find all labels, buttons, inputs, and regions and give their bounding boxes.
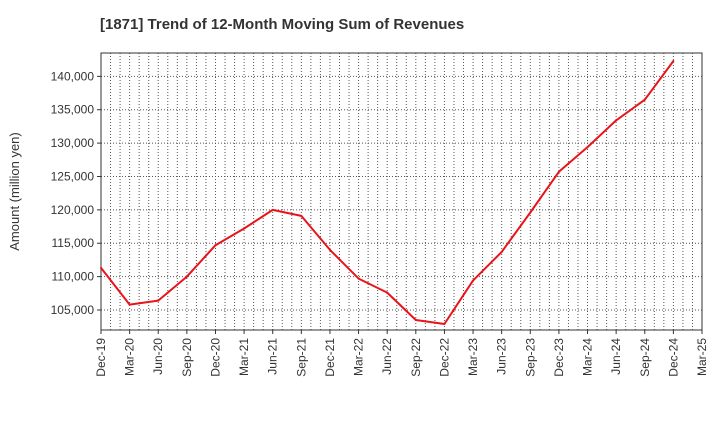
x-tick-label: Sep-21 — [294, 338, 308, 377]
x-tick-label: Dec-24 — [666, 338, 680, 377]
plot-frame — [100, 52, 703, 331]
x-tick-label: Dec-20 — [208, 338, 222, 377]
y-axis-title: Amount (million yen) — [7, 132, 22, 251]
x-tick-label: Mar-21 — [237, 338, 251, 376]
data-point — [271, 208, 274, 211]
data-point — [529, 211, 532, 214]
data-point — [100, 266, 102, 269]
data-point — [185, 275, 188, 278]
x-tick-label: Dec-23 — [552, 338, 566, 377]
y-tick-label: 115,000 — [52, 236, 95, 250]
x-tick-label: Mar-24 — [581, 338, 595, 376]
x-tick-label: Jun-21 — [266, 338, 280, 375]
x-tick-label: Mar-23 — [466, 338, 480, 376]
data-point — [328, 248, 331, 251]
x-tick-label: Jun-22 — [380, 338, 394, 375]
data-point — [586, 146, 589, 149]
data-point — [643, 98, 646, 101]
data-point — [472, 279, 475, 282]
data-point — [672, 60, 675, 63]
x-tick-label: Jun-23 — [495, 338, 509, 375]
x-tick-label: Sep-24 — [638, 338, 652, 377]
chart-title: [1871] Trend of 12-Month Moving Sum of R… — [100, 16, 465, 33]
y-tick-label: 105,000 — [51, 303, 95, 317]
data-point — [414, 318, 417, 321]
x-tick-label: Mar-22 — [352, 338, 366, 376]
data-point — [300, 214, 303, 217]
y-tick-label: 125,000 — [51, 169, 95, 183]
y-tick-label: 140,000 — [51, 69, 95, 83]
y-tick-label: 135,000 — [51, 103, 95, 117]
plot-area — [101, 53, 702, 330]
x-tick-label: Jun-24 — [609, 338, 623, 375]
x-tick-label: Sep-23 — [523, 338, 537, 377]
x-tick-label: Dec-21 — [323, 338, 337, 377]
data-point — [243, 227, 246, 230]
x-tick-label: Dec-19 — [94, 338, 108, 377]
data-point — [557, 170, 560, 173]
y-tick-label: 130,000 — [51, 136, 95, 150]
data-point — [500, 250, 503, 253]
data-point — [157, 299, 160, 302]
data-point — [615, 119, 618, 122]
x-tick-label: Mar-20 — [123, 338, 137, 376]
x-tick-label: Jun-20 — [151, 338, 165, 375]
data-point — [443, 322, 446, 325]
x-tick-label: Sep-20 — [180, 338, 194, 377]
x-tick-label: Dec-22 — [437, 338, 451, 377]
data-point — [357, 277, 360, 280]
x-tick-label: Mar-25 — [695, 338, 709, 376]
data-point — [128, 303, 131, 306]
data-point — [386, 291, 389, 294]
data-point — [214, 244, 217, 247]
y-tick-label: 120,000 — [51, 203, 95, 217]
x-tick-label: Sep-22 — [409, 338, 423, 377]
y-tick-label: 110,000 — [52, 270, 95, 284]
